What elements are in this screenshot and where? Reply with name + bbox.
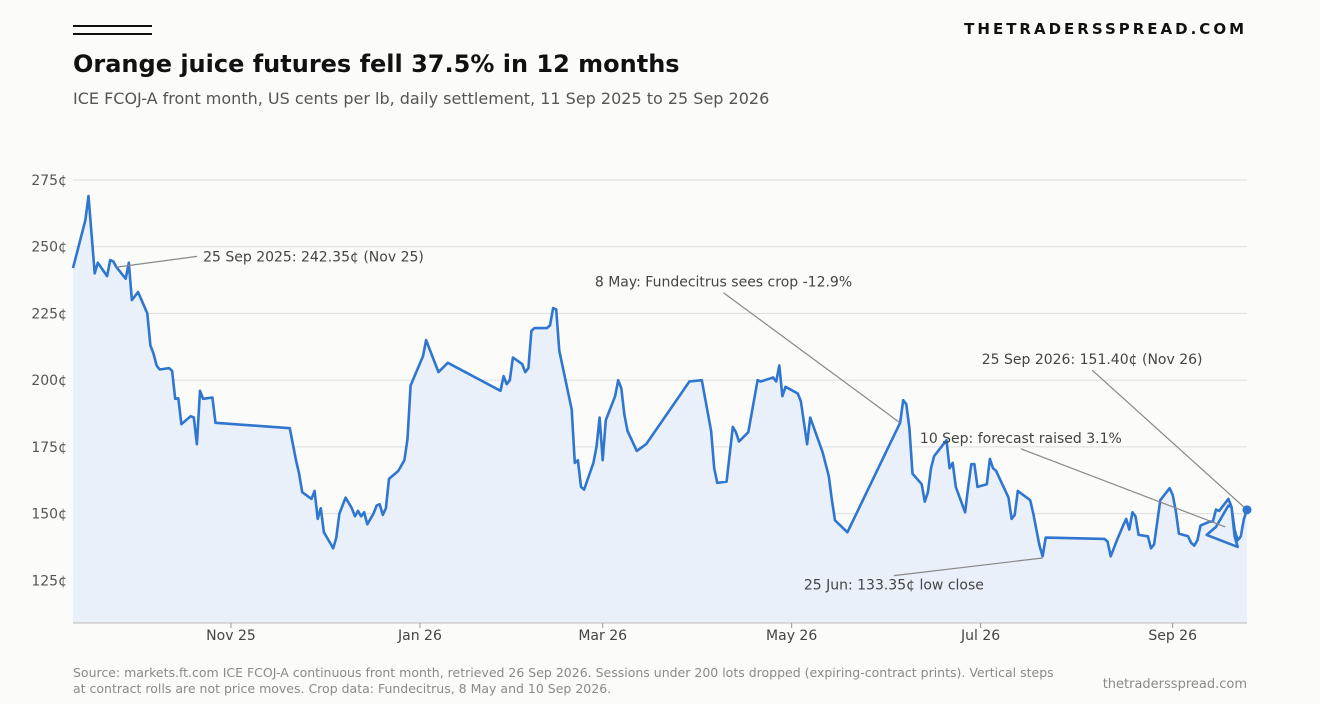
y-tick-label: 200¢ — [31, 373, 67, 389]
x-tick-label: Jul 26 — [960, 628, 1000, 644]
x-axis: Nov 25 Jan 26 Mar 26 May 26 Jul 26 Sep 26 — [206, 623, 1197, 644]
y-tick-label: 250¢ — [31, 240, 67, 256]
annotation-leader — [116, 255, 198, 268]
y-tick-label: 275¢ — [31, 173, 67, 189]
brand-wordmark: THETRADERSSPREAD.COM — [964, 20, 1247, 38]
x-tick-label: Nov 25 — [206, 628, 256, 644]
latest-price-marker — [1242, 505, 1252, 515]
y-tick-label: 225¢ — [31, 306, 67, 322]
y-tick-label: 175¢ — [31, 440, 67, 456]
area-fill — [73, 196, 1247, 623]
annotation-leader — [1020, 448, 1226, 528]
y-tick-label: 150¢ — [31, 507, 67, 523]
annotation-label: 25 Sep 2026: 151.40¢ (Nov 26) — [982, 352, 1203, 368]
annotation-label: 8 May: Fundecitrus sees crop -12.9% — [595, 275, 852, 291]
annotation-label: 25 Jun: 133.35¢ low close — [804, 578, 984, 594]
x-tick-label: Sep 26 — [1148, 628, 1197, 644]
series-line — [71, 194, 1249, 558]
x-tick-label: May 26 — [766, 628, 817, 644]
footer-brand: thetradersspread.com — [1102, 677, 1247, 692]
chart-subtitle: ICE FCOJ-A front month, US cents per lb,… — [73, 89, 770, 108]
annotations: 25 Sep 2025: 242.35¢ (Nov 25) 8 May: Fund… — [116, 249, 1248, 594]
chart-title: Orange juice futures fell 37.5% in 12 mo… — [73, 50, 680, 78]
y-axis: 125¢ 150¢ 175¢ 200¢ 225¢ 250¢ 275¢ — [31, 173, 67, 589]
x-tick-label: Jan 26 — [397, 628, 442, 644]
y-tick-label: 125¢ — [31, 573, 67, 589]
source-note: Source: markets.ft.com ICE FCOJ-A contin… — [73, 665, 1054, 696]
annotation-leader — [723, 292, 901, 424]
header-rule — [73, 25, 152, 27]
x-tick-label: Mar 26 — [578, 628, 627, 644]
annotation-leader — [1091, 369, 1248, 511]
annotation-label: 25 Sep 2025: 242.35¢ (Nov 25) — [203, 249, 424, 265]
annotation-leader — [893, 557, 1043, 577]
annotation-label: 10 Sep: forecast raised 3.1% — [920, 431, 1122, 447]
